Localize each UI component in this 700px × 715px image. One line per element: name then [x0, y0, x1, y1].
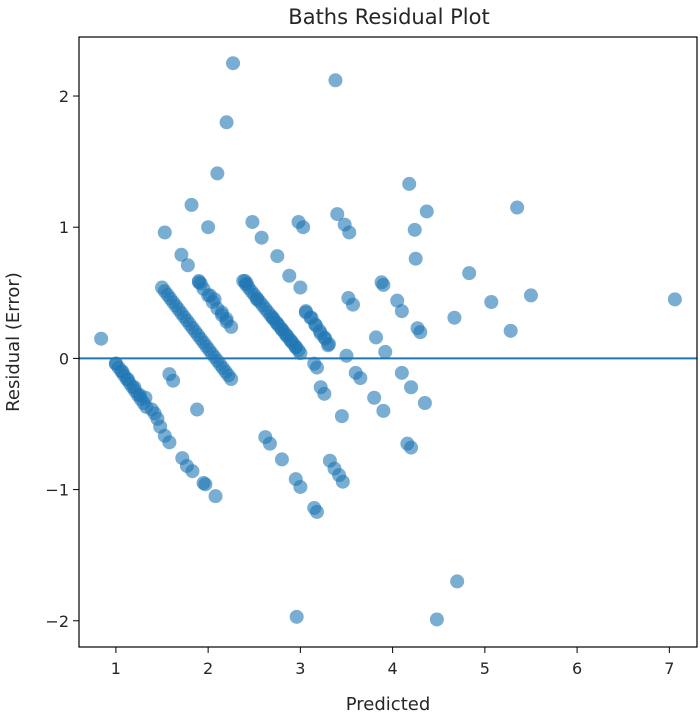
x-tick-label: 4 — [388, 659, 398, 678]
scatter-point — [293, 280, 308, 295]
scatter-point — [402, 176, 417, 191]
scatter-point — [138, 390, 153, 405]
scatter-point — [523, 288, 538, 303]
scatter-point — [190, 402, 205, 417]
scatter-point — [201, 220, 216, 235]
scatter-point — [309, 504, 324, 519]
scatter-point — [254, 230, 269, 245]
scatter-point — [198, 477, 213, 492]
y-tick-label: 0 — [59, 349, 69, 368]
y-tick-label: −2 — [45, 612, 69, 631]
scatter-point — [484, 294, 499, 309]
scatter-point — [262, 436, 277, 451]
scatter-point — [447, 310, 462, 325]
x-tick-label: 7 — [664, 659, 674, 678]
x-tick-label: 6 — [572, 659, 582, 678]
scatter-point — [462, 266, 477, 281]
scatter-point — [166, 373, 181, 388]
scatter-point — [94, 331, 109, 346]
scatter-point — [293, 479, 308, 494]
y-axis-label: Residual (Error) — [3, 272, 24, 412]
scatter-point — [219, 115, 234, 130]
scatter-point — [376, 403, 391, 418]
plot-frame — [78, 36, 698, 648]
scatter-point — [390, 293, 405, 308]
scatter-point — [226, 56, 241, 71]
scatter-point — [503, 323, 518, 338]
scatter-point — [413, 325, 428, 340]
scatter-point — [394, 304, 409, 319]
scatter-point — [404, 380, 419, 395]
scatter-point — [296, 220, 311, 235]
x-tick-label: 2 — [203, 659, 213, 678]
scatter-point — [185, 464, 200, 479]
scatter-point — [510, 200, 525, 215]
scatter-point — [335, 474, 350, 489]
scatter-point — [342, 225, 357, 240]
scatter-point — [180, 258, 195, 273]
x-tick-label: 1 — [111, 659, 121, 678]
x-axis-ticks: 1 2 3 4 5 6 7 — [111, 647, 674, 678]
scatter-point — [378, 344, 393, 359]
scatter-point — [239, 276, 254, 291]
scatter-point — [404, 440, 419, 455]
scatter-point — [407, 222, 422, 237]
scatter-point — [408, 251, 423, 266]
scatter-point — [274, 452, 289, 467]
scatter-point — [450, 574, 465, 589]
scatter-point — [429, 612, 444, 627]
scatter-point — [293, 346, 308, 361]
scatter-point — [208, 489, 223, 504]
scatter-point — [667, 292, 682, 307]
scatter-point — [270, 249, 285, 264]
y-tick-label: 2 — [59, 87, 69, 106]
scatter-point — [345, 297, 360, 312]
scatter-point — [367, 390, 382, 405]
y-tick-label: 1 — [59, 218, 69, 237]
scatter-point — [157, 225, 172, 240]
scatter-point — [282, 268, 297, 283]
scatter-point — [369, 330, 384, 345]
x-tick-label: 3 — [295, 659, 305, 678]
x-tick-label: 5 — [480, 659, 490, 678]
points-layer — [94, 56, 682, 627]
scatter-point — [174, 247, 189, 262]
scatter-point — [245, 214, 260, 229]
scatter-point — [417, 396, 432, 410]
scatter-point — [334, 409, 349, 424]
scatter-point — [162, 435, 177, 450]
scatter-point — [224, 319, 239, 334]
scatter-point — [321, 338, 336, 353]
scatter-point — [330, 207, 345, 222]
scatter-point — [193, 276, 208, 291]
scatter-point — [224, 372, 239, 387]
scatter-point — [419, 204, 434, 219]
scatter-point — [317, 386, 332, 401]
x-axis-label: Predicted — [346, 694, 431, 715]
scatter-point — [328, 73, 343, 88]
scatter-point — [394, 365, 409, 380]
scatter-point — [353, 371, 368, 386]
scatter-point — [339, 348, 354, 363]
scatter-point — [289, 609, 304, 624]
chart-title: Baths Residual Plot — [288, 5, 489, 29]
scatter-point — [309, 360, 324, 375]
scatter-point — [207, 292, 222, 307]
y-axis-ticks: −2 −1 0 1 2 — [45, 87, 79, 631]
scatter-point — [376, 277, 391, 292]
scatter-point — [184, 197, 199, 212]
scatter-point — [250, 292, 265, 307]
y-tick-label: −1 — [45, 481, 69, 500]
scatter-point — [210, 166, 225, 181]
